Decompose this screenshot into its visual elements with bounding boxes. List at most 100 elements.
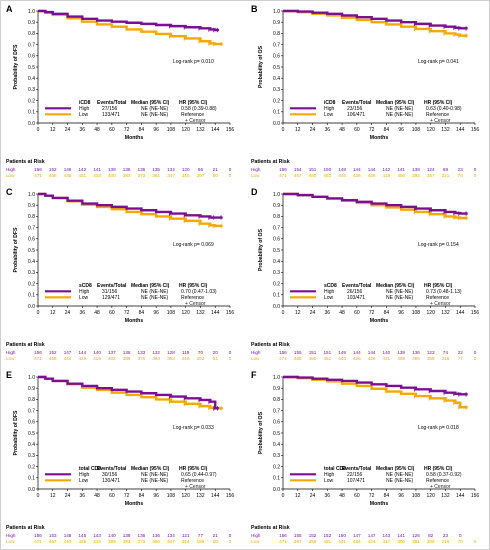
x-tick-label: 156: [471, 493, 480, 499]
x-tick-label: 108: [412, 310, 421, 316]
y-tick-label: 0.3: [273, 270, 280, 276]
x-tick-label: 108: [167, 493, 176, 499]
legend-events-total: 106/471: [347, 112, 365, 118]
x-tick-label: 156: [471, 127, 480, 133]
risk-count-low: 436: [353, 173, 361, 178]
y-tick-label: 0.8: [273, 397, 280, 403]
km-chart-b: B 0.0 0.1 0.2 0.3 0.4 0.5 0.6 0.7 0.8 0.9 1.0 0 12 24 3…: [251, 4, 480, 178]
risk-count-low: 419: [93, 356, 101, 361]
risk-count-low: 361: [152, 173, 160, 178]
x-axis-title: Months: [370, 135, 389, 141]
legend-events-total: 31/156: [102, 289, 118, 295]
legend-header-median: Median (95% CI): [131, 283, 170, 289]
x-tick-label: 96: [398, 310, 404, 316]
y-tick-label: 0.4: [28, 76, 35, 82]
risk-count-low: 451: [323, 539, 331, 544]
y-tick-label: 0.9: [28, 20, 35, 26]
risk-count-high: 144: [353, 167, 361, 172]
risk-count-high: 147: [368, 533, 376, 538]
risk-count-high: 140: [93, 350, 101, 355]
y-tick-label: 0.6: [28, 237, 35, 243]
x-tick-label: 72: [369, 493, 375, 499]
legend-median: NE (NE-NE): [386, 472, 414, 478]
risk-row-label-high: High: [251, 167, 261, 172]
risk-count-high: 124: [427, 167, 435, 172]
x-tick-label: 132: [196, 310, 205, 316]
risk-count-low: 418: [93, 173, 101, 178]
legend-header-hr: HR (95% CI): [179, 466, 208, 472]
risk-count-low: 451: [323, 356, 331, 361]
x-tick-label: 72: [124, 493, 130, 499]
legend-marker-name: sCD8: [324, 283, 337, 289]
risk-count-low: 471: [34, 356, 42, 361]
risk-count-high: 145: [78, 533, 86, 538]
legend-header-hr: HR (95% CI): [179, 283, 208, 289]
x-tick-label: 60: [354, 493, 360, 499]
legend-events-total: 23/156: [347, 106, 363, 112]
risk-count-high: 22: [458, 350, 464, 355]
legend-group-label: Low: [79, 478, 89, 484]
risk-count-low: 216: [442, 356, 450, 361]
risk-count-high: 136: [123, 350, 131, 355]
risk-count-low: 471: [279, 539, 287, 544]
y-tick-label: 0.9: [28, 386, 35, 392]
risk-count-low: 428: [78, 539, 86, 544]
x-tick-label: 108: [167, 127, 176, 133]
legend-marker-name: iCD8: [324, 100, 336, 106]
legend-marker-name: total CD8: [324, 466, 346, 472]
x-tick-label: 72: [369, 127, 375, 133]
risk-count-high: 151: [309, 350, 317, 355]
legend-events-total: 133/471: [102, 112, 120, 118]
y-tick-label: 0.8: [28, 31, 35, 37]
risk-count-low: 436: [353, 356, 361, 361]
risk-count-high: 147: [353, 533, 361, 538]
legend-header-median: Median (95% CI): [376, 466, 415, 472]
y-tick-label: 0.3: [273, 453, 280, 459]
risk-count-high: 143: [383, 533, 391, 538]
risk-count-low: 434: [353, 539, 361, 544]
y-tick-label: 0.2: [28, 281, 35, 287]
legend-header-events: Events/Total: [342, 100, 372, 106]
legend-header-hr: HR (95% CI): [424, 283, 453, 289]
panel-letter: E: [6, 370, 12, 380]
risk-count-low: 460: [309, 173, 317, 178]
x-tick-label: 12: [50, 310, 56, 316]
risk-row-label-low: Low: [251, 539, 260, 544]
risk-count-low: 196: [197, 539, 205, 544]
km-curve-high: [38, 9, 219, 32]
risk-count-high: 136: [138, 533, 146, 538]
risk-count-low: 444: [338, 173, 346, 178]
risk-count-high: 152: [49, 167, 57, 172]
panel-d: D 0.0 0.1 0.2 0.3 0.4 0.5 0.6 0.7 0.8 0.9 1.0 0 12 24 3…: [246, 184, 490, 367]
x-axis-title: Months: [125, 135, 144, 141]
x-tick-label: 72: [124, 127, 130, 133]
x-tick-label: 48: [339, 310, 345, 316]
legend-censor-label: + Censor: [430, 301, 451, 307]
risk-count-low: 373: [138, 539, 146, 544]
legend-censor-label: + Censor: [430, 484, 451, 490]
x-tick-label: 36: [80, 127, 86, 133]
km-chart-e: E 0.0 0.1 0.2 0.3 0.4 0.5 0.6 0.7 0.8 0.9 1.0 0 12 24 3…: [6, 370, 234, 544]
y-tick-label: 0.3: [28, 270, 35, 276]
y-tick-label: 0.7: [273, 225, 280, 231]
risk-count-high: 0: [229, 167, 232, 172]
legend-header-hr: HR (95% CI): [424, 466, 453, 472]
risk-row-label-low: Low: [6, 539, 15, 544]
legend-header-hr: HR (95% CI): [424, 100, 453, 106]
risk-count-high: 153: [49, 533, 57, 538]
y-tick-label: 0.2: [28, 98, 35, 104]
risk-count-high: 0: [474, 350, 477, 355]
legend-events-total: 129/471: [102, 295, 120, 301]
risk-count-high: 150: [338, 533, 346, 538]
y-tick-label: 0.4: [28, 442, 35, 448]
log-rank-pvalue: Log-rank p= 0.041: [418, 59, 459, 65]
x-tick-label: 156: [226, 310, 235, 316]
legend-censor-label: + Censor: [185, 484, 206, 490]
legend-header-events: Events/Total: [342, 466, 372, 472]
y-tick-label: 0.2: [273, 98, 280, 104]
x-tick-label: 36: [325, 310, 331, 316]
legend-group-label: High: [79, 472, 90, 478]
y-tick-label: 0.9: [273, 386, 280, 392]
y-axis-title: Probability of DFS: [13, 410, 19, 456]
km-curve-high: [38, 375, 219, 410]
